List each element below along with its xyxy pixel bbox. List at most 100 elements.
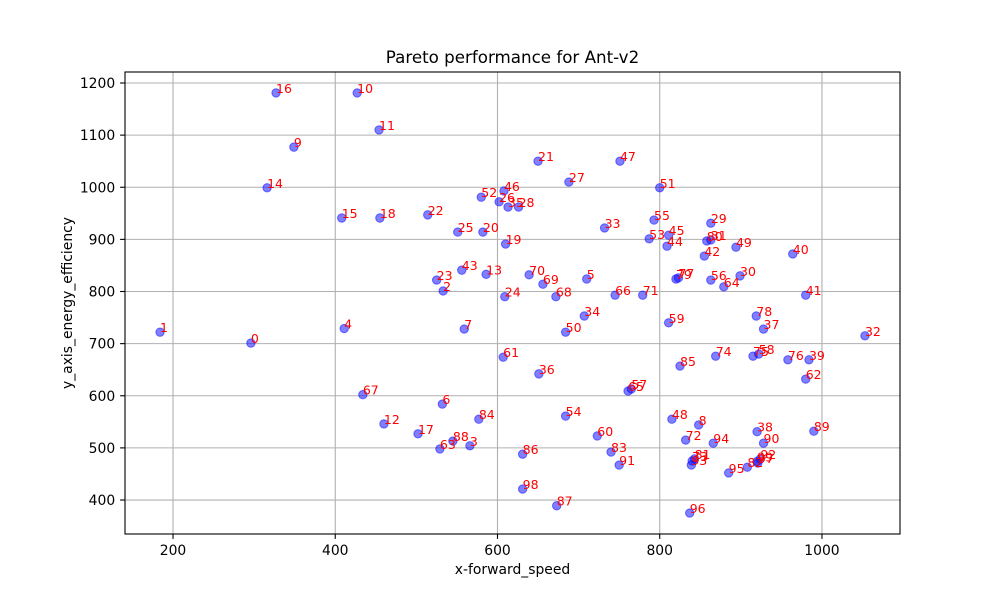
point-label: 94	[713, 431, 729, 446]
point-label: 84	[479, 407, 495, 422]
point-label: 51	[660, 176, 676, 191]
data-point	[719, 282, 729, 292]
data-point	[459, 324, 469, 334]
data-point	[551, 292, 561, 302]
data-point	[711, 351, 721, 361]
point-label: 19	[506, 232, 522, 247]
point-label: 63	[440, 437, 456, 452]
point-label: 36	[539, 362, 555, 377]
data-point	[655, 183, 665, 193]
y-tick-label: 1100	[80, 128, 115, 144]
point-label: 9	[294, 135, 302, 150]
point-label: 93	[691, 453, 707, 468]
point-label: 53	[649, 227, 665, 242]
point-label: 32	[865, 324, 881, 339]
data-point	[801, 290, 811, 300]
data-point	[503, 202, 513, 212]
data-point	[706, 275, 716, 285]
data-point	[552, 501, 562, 511]
data-point	[474, 414, 484, 424]
data-point	[758, 438, 769, 448]
point-label: 58	[759, 342, 775, 357]
point-label: 64	[724, 275, 740, 290]
points-layer	[155, 88, 870, 518]
data-point	[465, 441, 475, 451]
point-label: 21	[538, 149, 554, 164]
data-point	[533, 156, 543, 166]
point-label: 17	[418, 422, 434, 437]
y-tick-label: 1200	[80, 76, 115, 92]
point-label: 5	[587, 267, 595, 282]
data-point	[582, 274, 592, 284]
point-label: 87	[557, 494, 573, 509]
point-label: 50	[566, 320, 582, 335]
data-point	[513, 202, 524, 212]
point-label: 68	[556, 285, 572, 300]
data-point	[448, 436, 458, 446]
point-label: 6	[442, 392, 450, 407]
y-tick-label: 800	[89, 285, 116, 301]
point-label: 13	[486, 262, 502, 277]
y-tick-label: 1000	[80, 180, 115, 196]
data-point	[708, 438, 718, 448]
point-label: 66	[615, 283, 631, 298]
axes-background	[125, 72, 900, 534]
data-point	[699, 251, 710, 261]
data-point	[663, 318, 674, 328]
point-label: 73	[692, 449, 708, 464]
y-axis-label: y_axis_energy_efficiency	[60, 217, 76, 389]
data-point	[644, 234, 654, 244]
point-label: 65	[628, 379, 644, 394]
data-point	[339, 323, 349, 334]
point-label: 92	[760, 447, 776, 462]
point-label: 16	[276, 81, 292, 96]
point-label: 57	[631, 377, 647, 392]
data-point	[706, 218, 716, 228]
data-point	[742, 462, 753, 472]
data-point	[693, 420, 704, 430]
point-label: 34	[584, 304, 600, 319]
point-label: 55	[654, 208, 670, 223]
data-point	[498, 352, 508, 362]
data-point	[615, 156, 625, 166]
point-label: 99	[757, 449, 773, 464]
point-label: 1	[160, 320, 168, 335]
point-label: 41	[806, 283, 822, 298]
data-point	[560, 411, 571, 421]
data-point	[649, 215, 659, 225]
point-label: 70	[529, 263, 545, 278]
y-tick-label: 600	[89, 389, 116, 405]
point-label: 96	[690, 501, 706, 516]
point-label: 69	[543, 272, 559, 287]
data-point	[358, 390, 368, 400]
point-label: 45	[669, 223, 685, 238]
data-point	[423, 210, 433, 220]
point-label: 97	[758, 451, 774, 466]
point-label: 62	[806, 367, 822, 382]
data-point	[579, 311, 589, 321]
point-label: 4	[344, 317, 352, 332]
point-label: 56	[711, 268, 727, 283]
point-label: 24	[505, 285, 521, 300]
point-label: 23	[437, 268, 453, 283]
data-point	[860, 331, 870, 341]
data-point	[453, 227, 463, 237]
point-label: 0	[251, 331, 259, 346]
data-point	[337, 213, 347, 223]
y-tick-label: 500	[89, 441, 116, 457]
data-point	[783, 355, 793, 365]
data-point	[500, 239, 511, 249]
point-label: 49	[736, 235, 752, 250]
point-label: 2	[443, 279, 451, 294]
data-point	[758, 324, 769, 334]
point-label: 81	[695, 447, 711, 462]
point-label: 59	[669, 311, 685, 326]
point-label: 89	[814, 419, 830, 434]
x-axis-label: x-forward_speed	[455, 562, 570, 578]
x-tick-label: 600	[484, 543, 511, 559]
x-tick-label: 1000	[804, 543, 839, 559]
x-tick-label: 800	[646, 543, 673, 559]
point-label: 80	[707, 229, 723, 244]
x-tick-label: 200	[160, 543, 187, 559]
data-point	[438, 286, 448, 296]
